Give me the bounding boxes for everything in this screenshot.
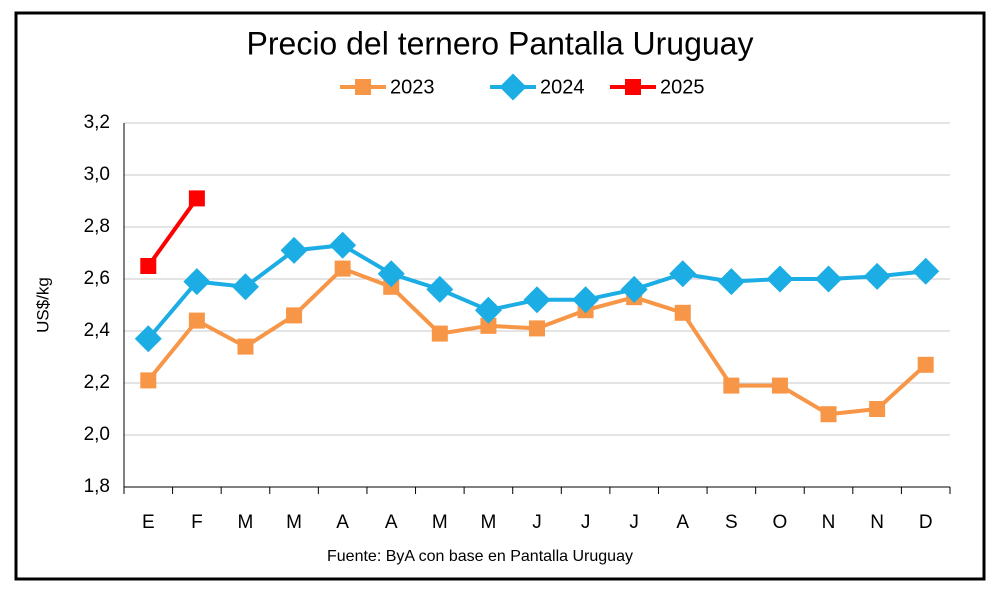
x-tick-label: E xyxy=(142,512,155,533)
y-tick-label: 2,0 xyxy=(84,424,110,445)
marker xyxy=(334,260,351,277)
marker xyxy=(499,73,527,101)
y-tick-label: 2,2 xyxy=(84,372,110,393)
x-tick-label: O xyxy=(773,512,788,533)
marker xyxy=(717,268,745,296)
marker xyxy=(286,307,303,324)
marker xyxy=(869,401,886,417)
x-tick-label: M xyxy=(286,512,302,533)
marker xyxy=(625,79,641,95)
x-tick-label: J xyxy=(532,512,542,533)
x-tick-label: M xyxy=(432,512,448,533)
marker xyxy=(140,372,157,389)
y-tick-label: 3,0 xyxy=(84,164,110,185)
marker xyxy=(766,265,794,293)
x-tick-label: M xyxy=(480,512,496,533)
marker xyxy=(480,317,497,334)
x-tick-label: M xyxy=(238,512,254,533)
chart-border xyxy=(14,11,986,581)
x-tick-label: D xyxy=(919,512,933,533)
marker xyxy=(523,286,551,314)
x-tick-label: S xyxy=(725,512,738,533)
marker xyxy=(280,236,308,264)
marker xyxy=(188,190,205,207)
y-tick-label: 2,4 xyxy=(84,320,111,341)
marker xyxy=(771,377,788,394)
marker xyxy=(329,231,357,259)
source-note: Fuente: ByA con base en Pantalla Uruguay xyxy=(327,548,633,565)
marker xyxy=(140,258,157,274)
marker xyxy=(474,296,502,324)
x-tick-label: N xyxy=(822,512,836,533)
marker xyxy=(426,275,454,303)
x-tick-label: A xyxy=(385,512,398,533)
marker xyxy=(377,260,405,288)
legend-label: 2025 xyxy=(660,76,705,98)
marker xyxy=(355,79,371,95)
legend-label: 2024 xyxy=(540,76,585,98)
x-tick-label: A xyxy=(676,512,689,533)
marker xyxy=(231,273,259,301)
marker xyxy=(134,325,162,353)
marker xyxy=(183,268,211,296)
x-tick-label: J xyxy=(629,512,639,533)
x-tick-label: N xyxy=(870,512,884,533)
marker xyxy=(820,406,837,423)
x-tick-label: J xyxy=(581,512,591,533)
y-tick-label: 2,8 xyxy=(84,216,110,237)
marker xyxy=(723,377,740,394)
legend-label: 2023 xyxy=(390,76,435,98)
y-axis-label: US$/kg xyxy=(33,277,52,333)
marker xyxy=(188,312,205,329)
marker xyxy=(237,338,254,355)
marker xyxy=(674,304,691,321)
marker xyxy=(815,265,843,293)
marker xyxy=(912,257,940,285)
series-line xyxy=(146,197,199,268)
y-tick-label: 3,2 xyxy=(84,112,110,133)
y-tick-label: 2,6 xyxy=(84,268,110,289)
x-tick-label: A xyxy=(336,512,349,533)
marker xyxy=(669,260,697,288)
marker xyxy=(917,356,934,373)
marker xyxy=(620,275,648,303)
chart-title: Precio del ternero Pantalla Uruguay xyxy=(247,25,754,61)
marker xyxy=(431,325,448,342)
marker xyxy=(572,286,600,314)
x-tick-label: F xyxy=(191,512,203,533)
marker xyxy=(529,320,545,337)
marker xyxy=(863,262,891,290)
y-tick-label: 1,8 xyxy=(84,476,110,497)
